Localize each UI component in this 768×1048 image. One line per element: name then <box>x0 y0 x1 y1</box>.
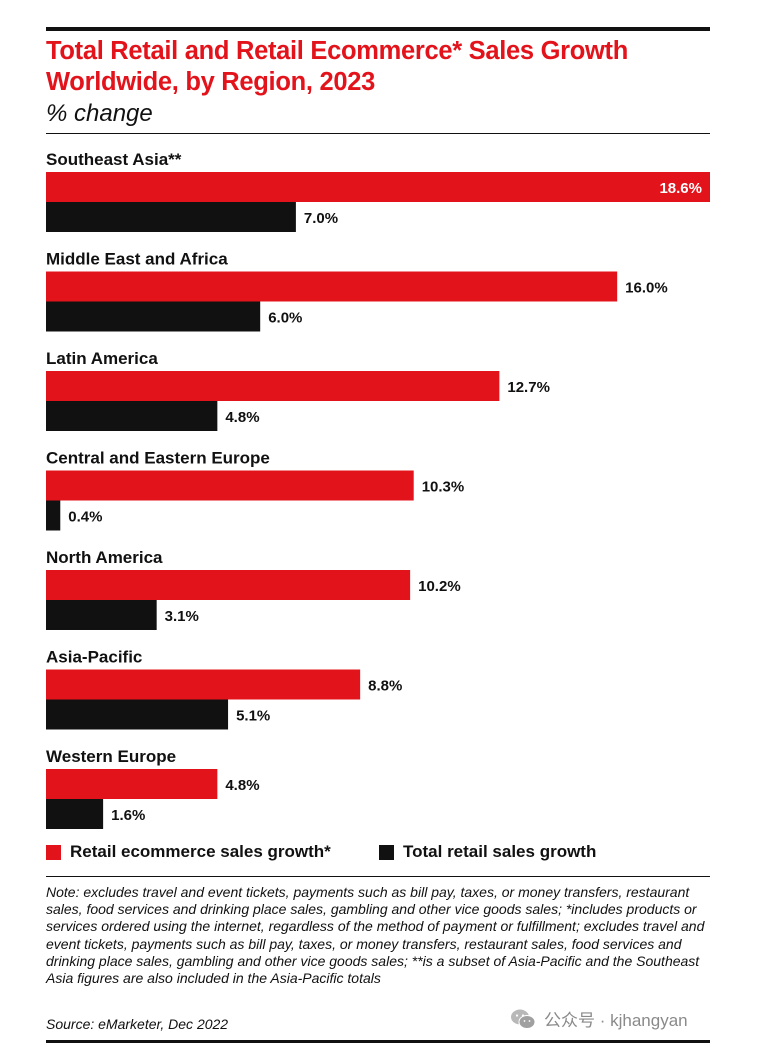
bar-chart: Southeast Asia** 18.6% 7.0% Middle East and… <box>46 150 710 829</box>
bar-ecommerce-western-europe <box>46 769 218 799</box>
value-label-total-southeast-asia: 7.0% <box>304 210 338 227</box>
value-label-ecommerce-latin-america: 12.7% <box>507 379 550 396</box>
value-label-total-latin-america: 4.8% <box>225 409 259 426</box>
value-label-ecommerce-north-america: 10.2% <box>418 578 461 595</box>
bar-total-north-america <box>46 600 157 630</box>
legend-swatch-total <box>379 844 394 860</box>
value-label-total-asia-pacific: 5.1% <box>236 708 270 725</box>
bar-total-latin-america <box>46 401 218 431</box>
wechat-icon <box>511 1009 536 1029</box>
legend-label-total: Total retail sales growth <box>403 842 597 861</box>
value-label-ecommerce-asia-pacific: 8.8% <box>368 678 402 695</box>
bar-total-southeast-asia <box>46 202 296 232</box>
bar-ecommerce-central-and-eastern-europe <box>46 470 414 501</box>
legend-item-total: Total retail sales growth <box>379 842 596 862</box>
bar-ecommerce-latin-america <box>46 371 500 401</box>
bar-ecommerce-asia-pacific <box>46 669 361 700</box>
chart-subtitle: % change <box>46 100 153 127</box>
legend-item-ecommerce: Retail ecommerce sales growth* <box>46 842 331 862</box>
value-label-total-central-and-eastern-europe: 0.4% <box>68 509 102 526</box>
bar-total-western-europe <box>46 799 104 829</box>
category-label-asia-pacific: Asia-Pacific <box>46 648 142 667</box>
legend-swatch-ecommerce <box>46 844 61 860</box>
watermark: 公众号 · kjhangyan <box>510 1006 688 1031</box>
bar-total-central-and-eastern-europe <box>46 500 61 531</box>
top-rule <box>46 27 710 31</box>
chart-source: Source: eMarketer, Dec 2022 <box>46 1016 229 1032</box>
category-label-north-america: North America <box>46 548 163 567</box>
note-rule <box>46 876 710 877</box>
value-label-ecommerce-middle-east-and-africa: 16.0% <box>625 280 668 297</box>
chart-title: Total Retail and Retail Ecommerce* Sales… <box>46 37 629 96</box>
subtitle-rule <box>46 133 710 134</box>
bar-ecommerce-southeast-asia <box>46 172 710 202</box>
value-label-ecommerce-western-europe: 4.8% <box>225 777 259 794</box>
category-label-central-and-eastern-europe: Central and Eastern Europe <box>46 449 270 468</box>
bar-ecommerce-middle-east-and-africa <box>46 271 618 302</box>
category-label-middle-east-and-africa: Middle East and Africa <box>46 250 228 269</box>
chart-note: Note: excludes travel and event tickets,… <box>46 884 705 987</box>
value-label-total-western-europe: 1.6% <box>111 807 145 824</box>
value-label-total-north-america: 3.1% <box>165 608 199 625</box>
category-label-southeast-asia: Southeast Asia** <box>46 150 182 169</box>
bar-ecommerce-north-america <box>46 570 411 600</box>
category-label-western-europe: Western Europe <box>46 747 176 766</box>
bar-total-asia-pacific <box>46 699 229 730</box>
watermark-text: 公众号 · kjhangyan <box>544 1011 688 1030</box>
legend-label-ecommerce: Retail ecommerce sales growth* <box>70 842 331 861</box>
bar-total-middle-east-and-africa <box>46 301 261 332</box>
value-label-total-middle-east-and-africa: 6.0% <box>268 310 302 327</box>
bottom-border <box>46 1040 710 1043</box>
value-label-ecommerce-central-and-eastern-europe: 10.3% <box>422 479 465 496</box>
value-label-ecommerce-southeast-asia: 18.6% <box>659 180 702 197</box>
category-label-latin-america: Latin America <box>46 349 158 368</box>
